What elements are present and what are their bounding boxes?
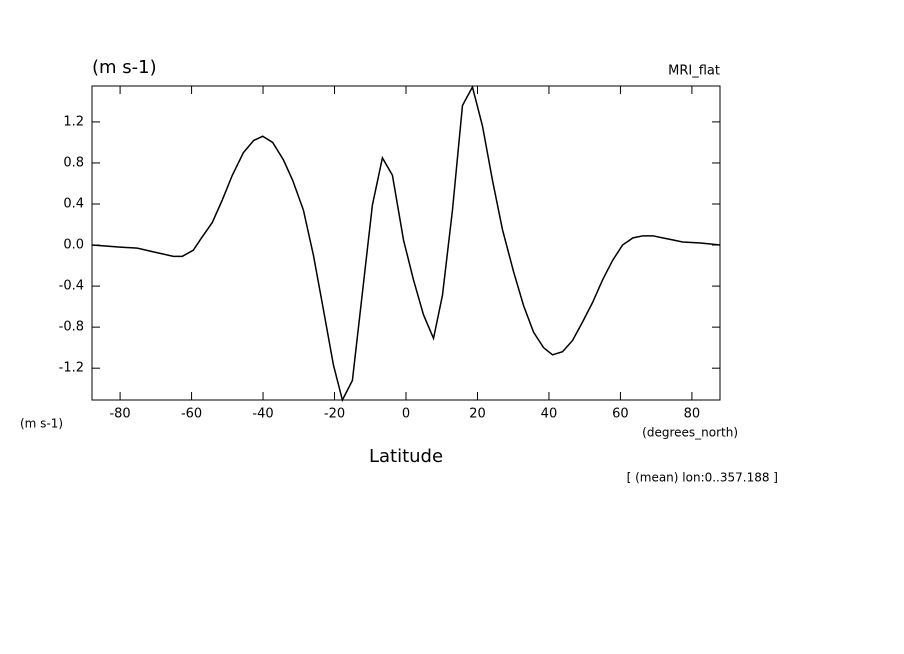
x-tick-label: -60 [181,407,202,422]
line [92,84,721,403]
y-tick-label: 1.2 [63,114,84,129]
x-tick-label: 80 [684,407,701,422]
y-tick-label: 0.0 [63,238,84,253]
x-axis-label: Latitude [369,446,443,467]
chart-title: MRI_flat [668,64,720,79]
y-tick-label: -0.8 [59,320,84,335]
x-tick-label: 60 [612,407,629,422]
x-tick-label: 0 [402,407,410,422]
y-unit: (m s-1) [92,57,157,78]
x-tick-label: 40 [541,407,558,422]
x-tick-label: -20 [324,407,345,422]
x-unit: (degrees_north) [642,426,738,440]
note: [ (mean) lon:0..357.188 ] [627,471,778,485]
x-tick-label: -40 [252,407,273,422]
left-unit: (m s-1) [20,417,63,431]
x-tick-label: 20 [469,407,486,422]
y-tick-label: -0.4 [59,279,84,294]
y-tick-label: -1.2 [59,361,84,376]
y-tick-label: 0.4 [63,197,84,212]
x-tick-label: -80 [109,407,130,422]
y-tick-label: 0.8 [63,155,84,170]
